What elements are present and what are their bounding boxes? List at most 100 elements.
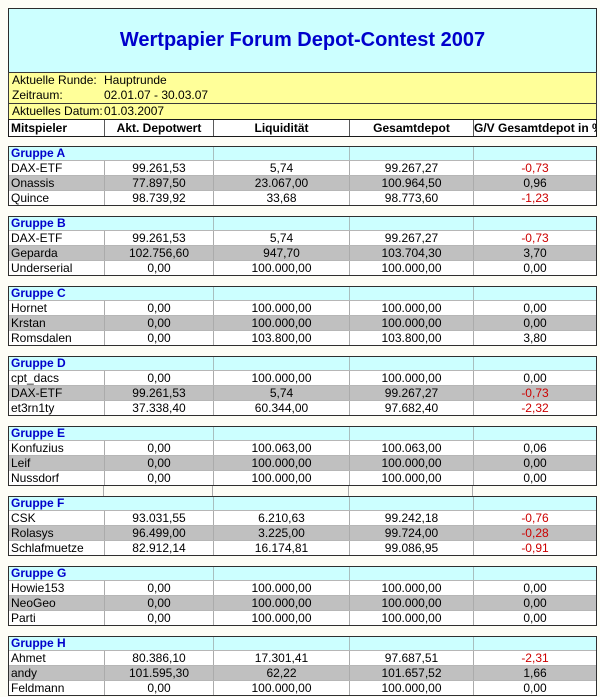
group-gap — [8, 486, 597, 496]
group-header-divider-cell — [349, 147, 473, 160]
cell-depotwert: 0,00 — [104, 611, 213, 625]
round-info-box: Aktuelle Runde: Hauptrunde Zeitraum: 02.… — [8, 72, 597, 104]
player-row: Quince 98.739,92 33,68 98.773,60 -1,23 — [9, 190, 596, 205]
group-header-divider-cell — [473, 427, 596, 440]
gap-divider-cell — [8, 486, 103, 496]
cell-gv-percent: 0,00 — [473, 581, 596, 595]
player-row: Konfuzius 0,00 100.063,00 100.063,00 0,06 — [9, 440, 596, 455]
group-gap — [8, 276, 597, 286]
cell-gesamtdepot: 99.267,27 — [349, 386, 473, 400]
gap-divider-cell — [103, 486, 212, 496]
cell-gv-percent: 0,96 — [473, 176, 596, 190]
group-header-row: Gruppe A — [9, 147, 596, 160]
cell-gv-percent: -2,31 — [473, 651, 596, 665]
cell-gesamtdepot: 100.000,00 — [349, 371, 473, 385]
cell-depotwert: 0,00 — [104, 456, 213, 470]
player-name: Ahmet — [11, 651, 46, 665]
player-row: Geparda 102.756,60 947,70 103.704,30 3,70 — [9, 245, 596, 260]
cell-gv-percent: 0,00 — [473, 316, 596, 330]
cell-liquiditaet: 33,68 — [213, 191, 349, 205]
group-header-divider-cell — [349, 287, 473, 300]
column-header-depotwert: Akt. Depotwert — [104, 120, 213, 136]
cell-depotwert: 80.386,10 — [104, 651, 213, 665]
player-name: et3rn1ty — [11, 401, 55, 415]
cell-gv-percent: 0,06 — [473, 441, 596, 455]
group-gap — [8, 626, 597, 636]
player-row: cpt_dacs 0,00 100.000,00 100.000,00 0,00 — [9, 370, 596, 385]
player-name: CSK — [11, 511, 36, 525]
info-row-period: Zeitraum: 02.01.07 - 30.03.07 — [9, 88, 596, 103]
cell-depotwert: 0,00 — [104, 316, 213, 330]
player-name: Onassis — [11, 176, 55, 190]
cell-depotwert: 0,00 — [104, 441, 213, 455]
group-block: Gruppe G Howie153 0,00 100.000,00 100.000,00… — [8, 566, 597, 626]
cell-liquiditaet: 23.067,00 — [213, 176, 349, 190]
group-header-row: Gruppe F — [9, 497, 596, 510]
date-value: 01.03.2007 — [104, 104, 165, 118]
cell-gesamtdepot: 100.000,00 — [349, 681, 473, 695]
group-header-divider-cell — [473, 567, 596, 580]
group-header-divider-cell — [473, 217, 596, 230]
group-block: Gruppe E Konfuzius 0,00 100.063,00 100.063,0… — [8, 426, 597, 486]
group-header-divider-cell — [349, 497, 473, 510]
player-name: Leif — [11, 456, 31, 470]
cell-gv-percent: 0,00 — [473, 301, 596, 315]
player-name: Schlafmuetze — [11, 541, 84, 555]
group-block: Gruppe H Ahmet 80.386,10 17.301,41 97.687,51… — [8, 636, 597, 696]
cell-gv-percent: 0,00 — [473, 681, 596, 695]
player-row: Onassis 77.897,50 23.067,00 100.964,50 0,96 — [9, 175, 596, 190]
cell-liquiditaet: 100.000,00 — [213, 371, 349, 385]
group-header-divider-cell — [213, 287, 349, 300]
player-row: Underserial 0,00 100.000,00 100.000,00 0,00 — [9, 260, 596, 275]
group-header-row: Gruppe D — [9, 357, 596, 370]
group-header-row: Gruppe G — [9, 567, 596, 580]
cell-liquiditaet: 100.000,00 — [213, 456, 349, 470]
cell-depotwert: 0,00 — [104, 261, 213, 275]
group-title: Gruppe C — [11, 286, 66, 300]
cell-liquiditaet: 100.000,00 — [213, 596, 349, 610]
group-header-divider-cell — [213, 637, 349, 650]
cell-gesamtdepot: 100.964,50 — [349, 176, 473, 190]
cell-gesamtdepot: 103.800,00 — [349, 331, 473, 345]
cell-gesamtdepot: 98.773,60 — [349, 191, 473, 205]
cell-depotwert: 0,00 — [104, 681, 213, 695]
player-name: Underserial — [11, 261, 73, 275]
player-row: Feldmann 0,00 100.000,00 100.000,00 0,00 — [9, 680, 596, 695]
cell-depotwert: 82.912,14 — [104, 541, 213, 555]
cell-gv-percent: -0,91 — [473, 541, 596, 555]
cell-gesamtdepot: 103.704,30 — [349, 246, 473, 260]
cell-gesamtdepot: 100.000,00 — [349, 471, 473, 485]
group-title: Gruppe H — [11, 636, 66, 650]
groups-container: Gruppe A DAX-ETF 99.261,53 5,74 99.267,27 -0,… — [8, 146, 597, 696]
cell-gesamtdepot: 99.267,27 — [349, 161, 473, 175]
group-title: Gruppe A — [11, 146, 66, 160]
cell-gesamtdepot: 100.000,00 — [349, 261, 473, 275]
cell-gesamtdepot: 99.724,00 — [349, 526, 473, 540]
cell-depotwert: 0,00 — [104, 471, 213, 485]
cell-depotwert: 98.739,92 — [104, 191, 213, 205]
player-row: Parti 0,00 100.000,00 100.000,00 0,00 — [9, 610, 596, 625]
group-title: Gruppe D — [11, 356, 66, 370]
cell-depotwert: 37.338,40 — [104, 401, 213, 415]
cell-gesamtdepot: 100.000,00 — [349, 611, 473, 625]
player-row: andy 101.595,30 62,22 101.657,52 1,66 — [9, 665, 596, 680]
group-gap — [8, 416, 597, 426]
round-value: Hauptrunde — [104, 73, 167, 87]
group-gap — [8, 346, 597, 356]
cell-depotwert: 99.261,53 — [104, 161, 213, 175]
player-row: Rolasys 96.499,00 3.225,00 99.724,00 -0,28 — [9, 525, 596, 540]
period-label: Zeitraum: — [12, 88, 63, 102]
cell-gv-percent: -0,76 — [473, 511, 596, 525]
column-header-row: Mitspieler Akt. Depotwert Liquidität Ges… — [8, 119, 597, 137]
cell-depotwert: 0,00 — [104, 596, 213, 610]
cell-depotwert: 93.031,55 — [104, 511, 213, 525]
cell-liquiditaet: 100.000,00 — [213, 301, 349, 315]
player-name: Quince — [11, 191, 50, 205]
column-header-liquiditaet: Liquidität — [213, 120, 349, 136]
player-name: Nussdorf — [11, 471, 60, 485]
gap-divider-cell — [212, 486, 348, 496]
group-header-divider-cell — [473, 147, 596, 160]
cell-liquiditaet: 100.000,00 — [213, 681, 349, 695]
player-name: Rolasys — [11, 526, 54, 540]
player-name: Konfuzius — [11, 441, 64, 455]
